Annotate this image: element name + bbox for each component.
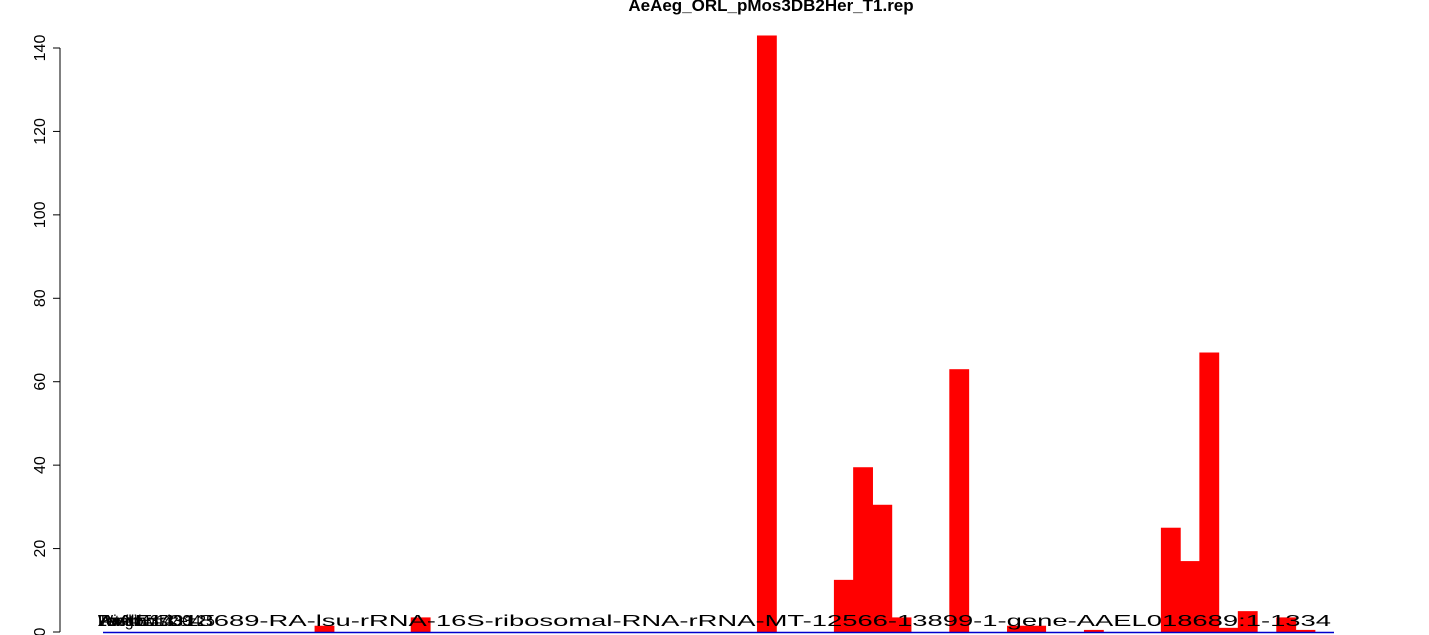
y-tick-label: 40 — [32, 456, 49, 474]
bar — [1026, 625, 1047, 632]
y-tick-label: 20 — [32, 540, 49, 558]
y-axis: 0 20 40 60 80 100 120 140 — [32, 35, 61, 635]
bar — [872, 504, 893, 632]
bar — [1160, 527, 1181, 632]
y-tick-label: 120 — [32, 118, 49, 145]
bar — [1218, 627, 1239, 632]
bar — [1083, 629, 1104, 632]
overlap-label: Length=13334 — [98, 613, 201, 630]
overlapping-labels: Window size=25Position=430Length=13334To… — [98, 613, 1331, 630]
bar — [1007, 625, 1027, 632]
y-tick-label: 100 — [32, 201, 49, 228]
overlap-label: AAEL018689-RA-lsu-rRNA-16S-ribosomal-RNA… — [98, 613, 1331, 630]
bar — [1180, 561, 1200, 632]
bar — [891, 617, 912, 632]
bar — [1199, 352, 1220, 632]
bar — [1237, 611, 1258, 632]
y-tick-label: 140 — [32, 35, 49, 62]
y-tick-label: 0 — [32, 627, 49, 635]
y-tick-label: 80 — [32, 289, 49, 307]
bar — [756, 35, 777, 632]
bar — [314, 625, 335, 632]
overlap-label: Total=437 — [98, 613, 168, 630]
chart-title: AeAeg_ORL_pMos3DB2Her_T1.rep — [628, 0, 913, 15]
bar — [949, 369, 970, 632]
overlap-label: Position=430 — [98, 613, 191, 630]
bars — [314, 35, 1316, 632]
bar — [410, 617, 431, 632]
bar — [833, 579, 854, 632]
bar — [1276, 617, 1297, 632]
y-tick-label: 60 — [32, 373, 49, 391]
bar — [853, 467, 873, 632]
bar — [1295, 629, 1316, 632]
overlap-label: Window size=25 — [98, 613, 215, 630]
